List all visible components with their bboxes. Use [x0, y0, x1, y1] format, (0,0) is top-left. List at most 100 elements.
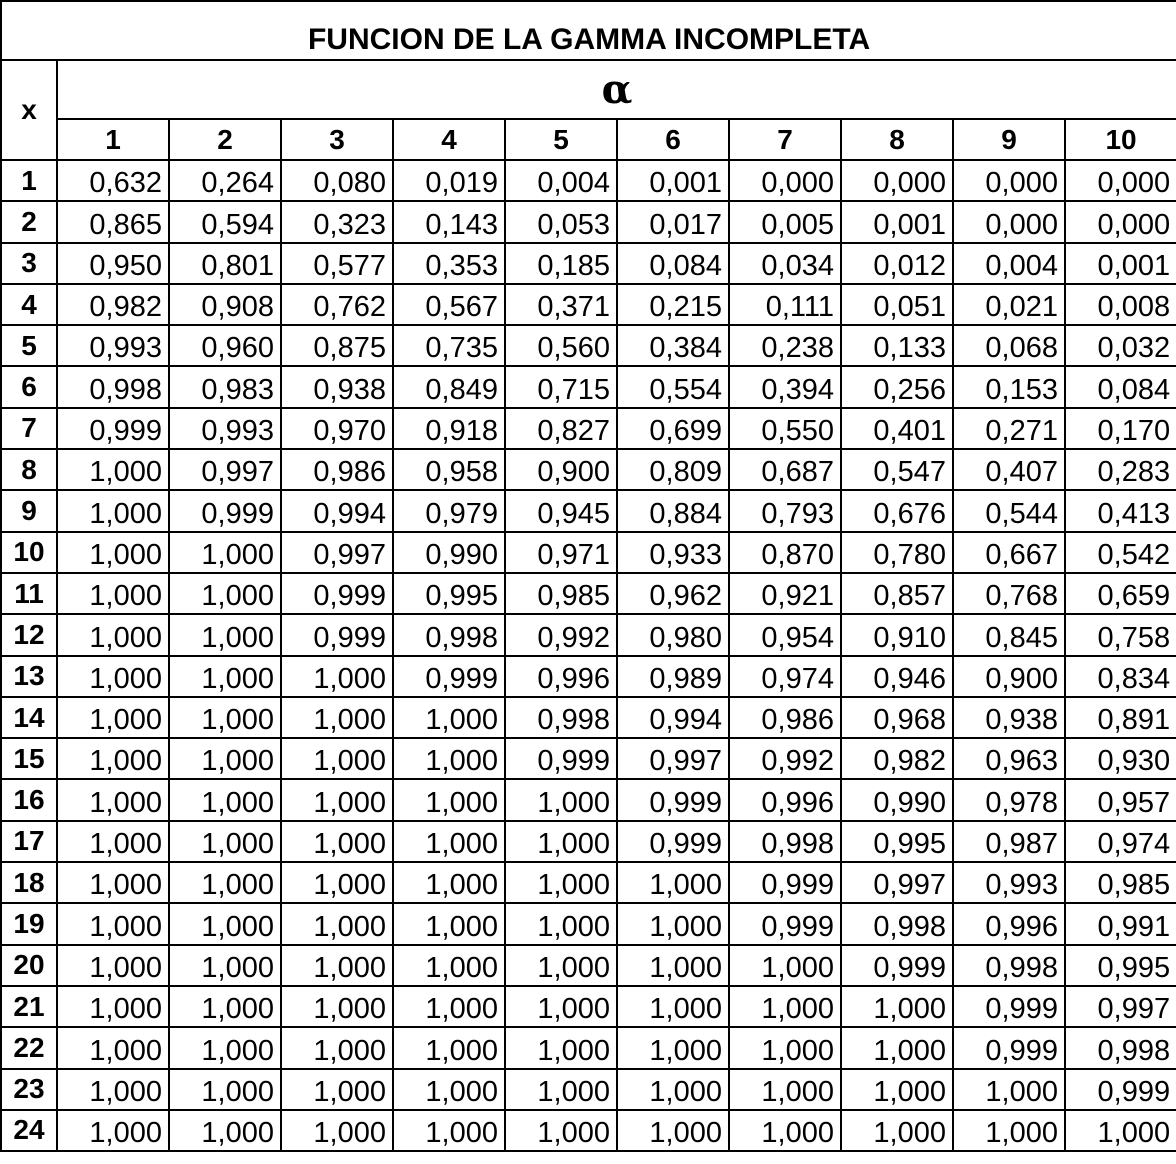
- table-cell: 0,667: [952, 530, 1066, 574]
- table-cell: 1,000: [392, 1026, 506, 1070]
- table-cell: 1,000: [728, 1108, 842, 1153]
- table-cell: 0,238: [728, 324, 842, 368]
- table-cell: 0,865: [56, 200, 170, 244]
- table-cell: 0,000: [1063, 158, 1176, 203]
- row-x-value: 23: [0, 1067, 58, 1111]
- table-cell: 0,999: [616, 819, 730, 864]
- table-cell: 1,000: [56, 613, 170, 657]
- table-row: 13 1,000 1,000 1,000 0,999 0,996 0,989 0,974 0,9…: [0, 654, 1176, 698]
- table-row: 24 1,000 1,000 1,000 1,000 1,000 1,000 1,000 1,0…: [0, 1108, 1176, 1153]
- table-cell: 0,676: [840, 489, 954, 533]
- table-cell: 0,001: [1063, 241, 1176, 285]
- table-cell: 0,768: [952, 571, 1066, 616]
- table-cell: 0,960: [168, 324, 282, 368]
- table-cell: 1,000: [168, 654, 282, 698]
- table-cell: 0,998: [728, 819, 842, 864]
- table-cell: 0,780: [840, 530, 954, 574]
- row-x-value: 19: [0, 902, 58, 946]
- table-cell: 0,133: [840, 324, 954, 368]
- table-cell: 0,594: [168, 200, 282, 244]
- table-cell: 1,000: [392, 861, 506, 905]
- table-cell: 0,001: [840, 200, 954, 244]
- row-x-value: 20: [0, 943, 58, 987]
- table-cell: 1,000: [616, 861, 730, 905]
- table-cell: 0,998: [504, 695, 618, 740]
- table-cell: 0,982: [56, 282, 170, 327]
- table-cell: 1,000: [616, 943, 730, 987]
- table-cell: 1,000: [728, 943, 842, 987]
- table-cell: 0,323: [280, 200, 394, 244]
- table-cell: 0,998: [1063, 1026, 1176, 1070]
- row-x-value: 22: [0, 1026, 58, 1070]
- title-row: FUNCION DE LA GAMMA INCOMPLETA: [0, 0, 1176, 61]
- table-cell: 1,000: [56, 737, 170, 781]
- table-cell: 0,995: [392, 571, 506, 616]
- table-cell: 0,659: [1063, 571, 1176, 616]
- table-cell: 1,000: [56, 654, 170, 698]
- table-cell: 0,996: [728, 778, 842, 822]
- table-cell: 0,933: [616, 530, 730, 574]
- table-cell: 0,997: [616, 737, 730, 781]
- table-cell: 0,560: [504, 324, 618, 368]
- table-cell: 1,000: [168, 737, 282, 781]
- table-cell: 0,111: [728, 282, 842, 327]
- table-cell: 0,938: [952, 695, 1066, 740]
- table-cell: 1,000: [504, 861, 618, 905]
- table-cell: 1,000: [392, 1067, 506, 1111]
- table-cell: 0,999: [280, 613, 394, 657]
- table-cell: 0,550: [728, 406, 842, 451]
- table-cell: 0,857: [840, 571, 954, 616]
- table-cell: 0,999: [56, 406, 170, 451]
- alpha-header-cell: 9: [952, 118, 1066, 161]
- row-x-value: 4: [0, 282, 58, 327]
- table-cell: 0,735: [392, 324, 506, 368]
- table-cell: 0,985: [504, 571, 618, 616]
- table-cell: 0,053: [504, 200, 618, 244]
- table-cell: 0,758: [1063, 613, 1176, 657]
- table-cell: 0,986: [728, 695, 842, 740]
- table-cell: 1,000: [56, 1067, 170, 1111]
- table-cell: 0,995: [840, 819, 954, 864]
- table-cell: 0,963: [952, 737, 1066, 781]
- table-cell: 1,000: [392, 984, 506, 1029]
- table-cell: 0,908: [168, 282, 282, 327]
- table-cell: 1,000: [280, 654, 394, 698]
- table-cell: 0,982: [840, 737, 954, 781]
- table-cell: 1,000: [280, 861, 394, 905]
- table-cell: 0,994: [280, 489, 394, 533]
- table-cell: 0,762: [280, 282, 394, 327]
- table-title: FUNCION DE LA GAMMA INCOMPLETA: [0, 0, 1176, 61]
- table-cell: 1,000: [168, 902, 282, 946]
- table-cell: 0,891: [1063, 695, 1176, 740]
- table-cell: 0,957: [1063, 778, 1176, 822]
- row-x-value: 5: [0, 324, 58, 368]
- row-x-value: 17: [0, 819, 58, 864]
- table-cell: 0,997: [168, 448, 282, 492]
- table-cell: 1,000: [616, 902, 730, 946]
- table-cell: 0,998: [840, 902, 954, 946]
- table-row: 11 1,000 1,000 0,999 0,995 0,985 0,962 0,921 0,8…: [0, 571, 1176, 616]
- table-cell: 0,715: [504, 365, 618, 409]
- table-cell: 1,000: [504, 1108, 618, 1153]
- table-cell: 1,000: [56, 1108, 170, 1153]
- table-cell: 1,000: [56, 778, 170, 822]
- table-cell: 0,990: [392, 530, 506, 574]
- table-cell: 0,567: [392, 282, 506, 327]
- table-cell: 0,353: [392, 241, 506, 285]
- table-cell: 1,000: [56, 902, 170, 946]
- table-cell: 0,394: [728, 365, 842, 409]
- alpha-header-cell: 8: [840, 118, 954, 161]
- table-cell: 1,000: [1063, 1108, 1176, 1153]
- table-cell: 0,993: [168, 406, 282, 451]
- table-row: 14 1,000 1,000 1,000 1,000 0,998 0,994 0,986 0,9…: [0, 695, 1176, 740]
- table-cell: 0,998: [392, 613, 506, 657]
- table-cell: 0,001: [616, 158, 730, 203]
- table-cell: 0,185: [504, 241, 618, 285]
- table-cell: 1,000: [168, 819, 282, 864]
- table-row: 12 1,000 1,000 0,999 0,998 0,992 0,980 0,954 0,9…: [0, 613, 1176, 657]
- table-cell: 0,032: [1063, 324, 1176, 368]
- table-cell: 1,000: [280, 819, 394, 864]
- table-cell: 1,000: [280, 1067, 394, 1111]
- table-cell: 1,000: [280, 1108, 394, 1153]
